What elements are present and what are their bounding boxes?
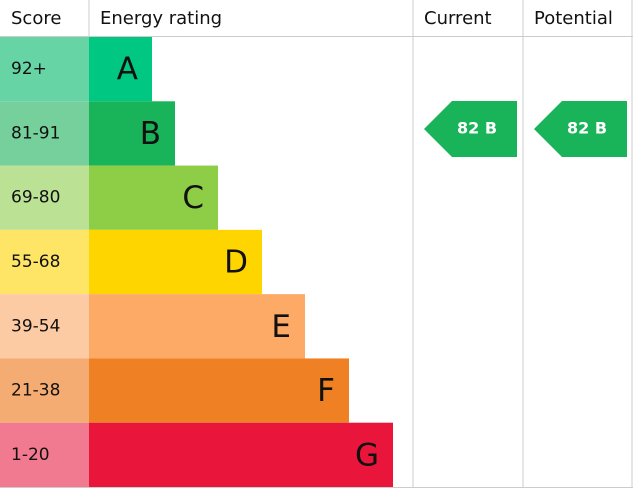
score-cell [0, 358, 89, 423]
band-score: 92+ [11, 59, 47, 79]
band-bar [89, 358, 349, 423]
score-cell [0, 101, 89, 166]
band-bar [89, 165, 218, 230]
band-bar [89, 294, 305, 359]
band-score: 81-91 [11, 123, 60, 143]
band-letter: D [224, 245, 248, 281]
potential-arrow [534, 101, 627, 157]
band-score: 69-80 [11, 188, 60, 208]
band-letter: B [140, 116, 161, 152]
band-bar [89, 229, 262, 295]
header-current: Current [424, 8, 492, 29]
header-score: Score [11, 8, 61, 29]
band-letter: A [117, 52, 138, 88]
score-cell [0, 294, 89, 359]
band-letter: E [271, 309, 291, 345]
band-score: 21-38 [11, 381, 60, 401]
band-score: 55-68 [11, 252, 60, 272]
band-letter: G [355, 437, 379, 473]
band-bar [89, 422, 393, 487]
header-potential: Potential [534, 8, 613, 29]
score-cell [0, 165, 89, 230]
band-letter: F [317, 373, 335, 409]
score-cell [0, 229, 89, 295]
potential-label: 82 B [567, 119, 607, 138]
band-letter: C [182, 180, 204, 216]
score-cell [0, 422, 89, 487]
header-rating: Energy rating [100, 8, 222, 29]
score-cell [0, 37, 89, 102]
current-arrow [424, 101, 517, 157]
band-bar [89, 101, 175, 166]
current-label: 82 B [457, 119, 497, 138]
band-score: 1-20 [11, 445, 50, 465]
band-score: 39-54 [11, 316, 60, 336]
band-bar [89, 37, 152, 102]
